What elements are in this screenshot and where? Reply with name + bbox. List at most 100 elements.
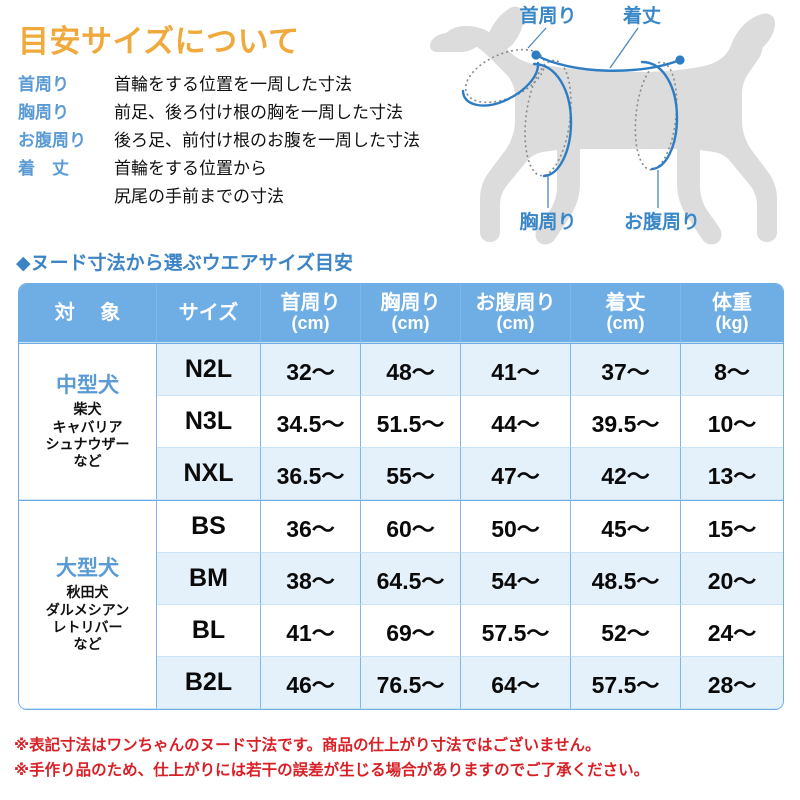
neck-cell: 36～ (261, 500, 361, 553)
column-header-unit: (kg) (715, 313, 749, 334)
column-header-size: サイズ (157, 284, 261, 343)
definition-description: 首輪をする位置を一周した寸法 (114, 75, 352, 94)
definition-term: お腹周り (18, 131, 86, 150)
table-row: 中型犬 柴犬 キャバリア シュナウザー など N2L 32～ 48～ 41～ 37～ 8～ (19, 343, 783, 500)
belly-cell: 41～ (461, 343, 571, 396)
measurement-definitions-list: 首周り 首輪をする位置を一周した寸法 胸周り 前足、後ろ付け根の胸を一周した寸法… (18, 72, 488, 212)
definition-description: 首輪をする位置から (114, 159, 267, 178)
length-cell: 52～ (571, 605, 681, 657)
footnote-line: ※表記寸法はワンちゃんのヌード寸法です。商品の仕上がり寸法ではございません。 (14, 737, 601, 754)
column-header-label: 体重 (712, 292, 752, 315)
chest-cell: 64.5～ (361, 553, 461, 605)
column-header-label: 胸周り (380, 292, 441, 315)
neck-cell: 36.5～ (261, 448, 361, 500)
neck-cell: 46～ (261, 657, 361, 709)
column-header-weight: 体重 (kg) (681, 284, 783, 343)
column-header-belly: お腹周り (cm) (461, 284, 571, 343)
table-row: B2L 46～ 76.5～ 64～ 57.5～ 28～ (19, 657, 783, 709)
neck-leader-line (527, 27, 547, 49)
chest-cell: 60～ (361, 500, 461, 553)
definition-description: 尻尾の手前までの寸法 (114, 187, 284, 206)
column-header-neck: 首周り (cm) (261, 284, 361, 343)
definition-term: 胸周り (18, 103, 69, 122)
weight-cell: 24～ (681, 605, 783, 657)
chest-loop-visible (532, 62, 573, 178)
length-cell: 39.5～ (571, 396, 681, 448)
column-header-label: 首周り (280, 292, 341, 315)
column-header-chest: 胸周り (cm) (361, 284, 461, 343)
definition-row: 首周り 首輪をする位置を一周した寸法 (18, 72, 488, 97)
column-header-unit: (cm) (606, 313, 645, 334)
footnotes-section: ※表記寸法はワンちゃんのヌード寸法です。商品の仕上がり寸法ではございません。 ※… (14, 733, 794, 783)
weight-cell: 8～ (681, 343, 783, 396)
target-group-cell: 大型犬秋田犬 ダルメシアン レトリバー など (19, 500, 157, 709)
weight-cell: 20～ (681, 553, 783, 605)
neck-cell: 38～ (261, 553, 361, 605)
size-chart-heading: ◆ヌード寸法から選ぶウエアサイズ目安 (16, 253, 354, 274)
column-header-unit: (cm) (391, 313, 430, 334)
table-row: NXL 36.5～ 55～ 47～ 42～ 13～ (19, 448, 783, 500)
header-section: 目安サイズについて 首周り 首輪をする位置を一周した寸法 胸周り 前足、後ろ付け… (0, 0, 800, 246)
definition-row: お腹周り 後ろ足、前付け根のお腹を一周した寸法 (18, 128, 488, 153)
size-cell: B2L (157, 657, 261, 709)
neck-cell: 41～ (261, 605, 361, 657)
length-cell: 48.5～ (571, 553, 681, 605)
diagram-label-length: 着丈 (623, 4, 661, 27)
chest-cell: 48～ (361, 343, 461, 396)
footnote-line: ※手作り品のため、仕上がりには若干の誤差が生じる場合がありますのでご了承ください… (14, 762, 650, 780)
definition-term: 着 丈 (18, 159, 69, 178)
chest-cell: 51.5～ (361, 396, 461, 448)
size-cell: N3L (157, 396, 261, 448)
weight-cell: 10～ (681, 396, 783, 448)
weight-cell: 28～ (681, 657, 783, 709)
table-row: 大型犬 秋田犬 ダルメシアン レトリバー など BS 36～ 60～ 50～ 45～ 15～ (19, 500, 783, 709)
column-header-length: 着丈 (cm) (571, 284, 681, 343)
page-title: 目安サイズについて (18, 24, 300, 59)
belly-cell: 44～ (461, 396, 571, 448)
column-header-label: サイズ (178, 301, 239, 324)
column-header-label: 着丈 (605, 292, 646, 315)
belly-cell: 57.5～ (461, 605, 571, 657)
column-header-label: お腹周り (475, 292, 556, 315)
size-cell: N2L (157, 343, 261, 396)
belly-cell: 54～ (461, 553, 571, 605)
size-cell: NXL (157, 448, 261, 500)
dog-measurement-diagram: 首周り 着丈 胸周り お腹周り (429, 0, 800, 250)
neck-loop-visible (461, 61, 540, 107)
belly-cell: 47～ (461, 448, 571, 500)
table-body: 中型犬 柴犬 キャバリア シュナウザー など N2L 32～ 48～ 41～ 37～ 8～ N3L 34… (19, 343, 783, 709)
definition-term: 首周り (18, 75, 69, 94)
target-group-examples: 秋田犬 ダルメシアン レトリバー など (45, 584, 130, 652)
definition-description: 前足、後ろ付け根の胸を一周した寸法 (114, 103, 403, 122)
belly-cell: 50～ (461, 500, 571, 553)
target-group-title: 大型犬 (56, 557, 119, 581)
length-end-point (675, 55, 685, 65)
target-group-examples: 柴犬 キャバリア シュナウザー など (45, 401, 130, 469)
definition-description: 後ろ足、前付け根のお腹を一周した寸法 (114, 131, 420, 150)
belly-loop-visible (640, 60, 679, 171)
length-leader-line (609, 27, 639, 69)
column-header-label: 対 象 (54, 301, 131, 324)
neck-cell: 34.5～ (261, 396, 361, 448)
definition-row-continuation: 尻尾の手前までの寸法 (18, 184, 488, 209)
diagram-label-neck: 首周り (519, 4, 576, 27)
neck-cell: 32～ (261, 343, 361, 396)
column-header-unit: (cm) (291, 313, 330, 334)
target-group-title: 中型犬 (56, 374, 119, 398)
body-length-line (534, 53, 682, 72)
chest-cell: 76.5～ (361, 657, 461, 709)
column-header-target: 対 象 (19, 284, 157, 343)
belly-cell: 64～ (461, 657, 571, 709)
table-row: BM 38～ 64.5～ 54～ 48.5～ 20～ (19, 553, 783, 605)
length-cell: 37～ (571, 343, 681, 396)
definition-row: 着 丈 首輪をする位置から (18, 156, 488, 181)
diagram-label-chest: 胸周り (519, 210, 576, 233)
column-header-unit: (cm) (496, 313, 535, 334)
target-group-cell: 中型犬柴犬 キャバリア シュナウザー など (19, 343, 157, 500)
size-cell: BL (157, 605, 261, 657)
table-row: N3L 34.5～ 51.5～ 44～ 39.5～ 10～ (19, 396, 783, 448)
size-cell: BS (157, 500, 261, 553)
size-chart-table-container: 対 象 サイズ 首周り (cm) 胸周り (cm) お腹周り (cm) (18, 283, 784, 710)
chest-cell: 55～ (361, 448, 461, 500)
definition-row: 胸周り 前足、後ろ付け根の胸を一周した寸法 (18, 100, 488, 125)
